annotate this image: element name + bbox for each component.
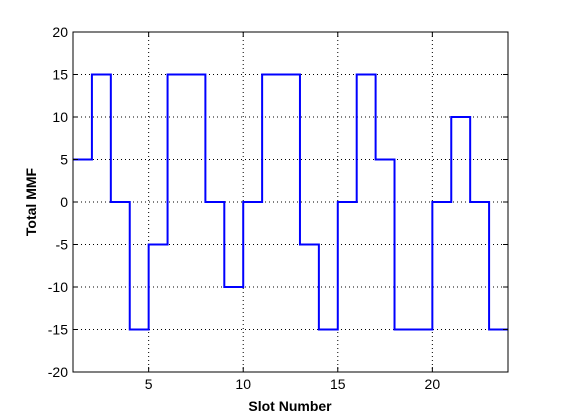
y-tick-label: 20: [52, 24, 68, 40]
y-tick-label: -10: [48, 279, 68, 295]
y-tick-label: 10: [52, 109, 68, 125]
x-tick-label: 5: [145, 376, 153, 392]
x-tick-label: 20: [425, 376, 441, 392]
x-tick-label: 10: [235, 376, 251, 392]
y-tick-label: -15: [48, 322, 68, 338]
y-tick-label: -20: [48, 364, 68, 380]
x-axis-label: Slot Number: [248, 398, 332, 414]
x-tick-label: 15: [330, 376, 346, 392]
y-tick-label: -5: [56, 237, 69, 253]
y-axis-label: Total MMF: [23, 167, 39, 236]
y-tick-label: 15: [52, 67, 68, 83]
y-tick-label: 5: [60, 152, 68, 168]
y-tick-label: 0: [60, 194, 68, 210]
